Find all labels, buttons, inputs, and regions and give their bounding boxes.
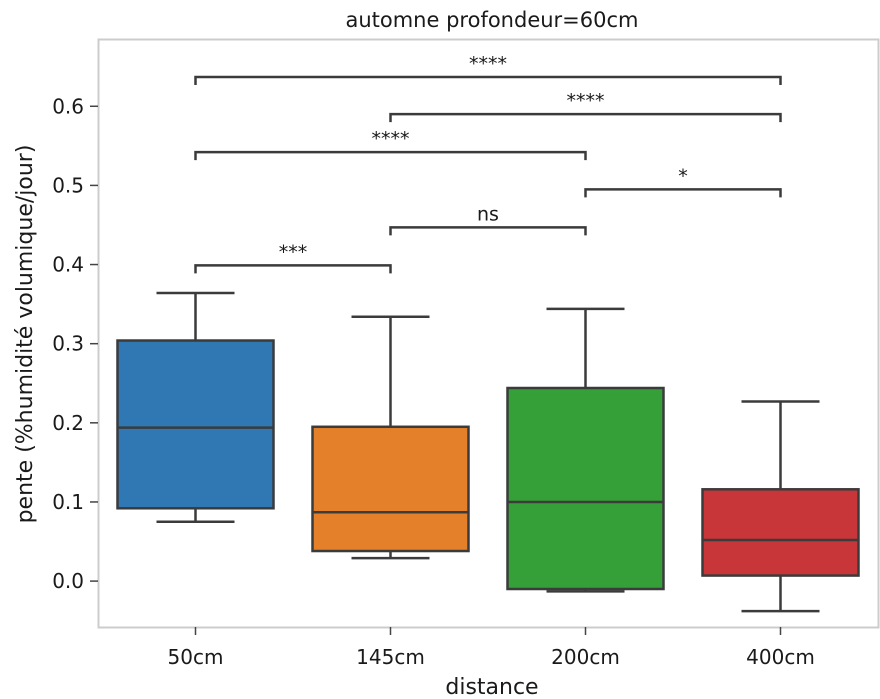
bracket-line — [584, 188, 782, 198]
significance-bracket: **** — [389, 90, 782, 123]
y-tick-label: 0.4 — [52, 253, 84, 277]
significance-layer: ***ns************* — [194, 53, 782, 274]
box-200cm — [506, 307, 665, 593]
boxes-layer — [116, 291, 860, 613]
significance-label: **** — [567, 90, 605, 112]
box-body — [701, 488, 860, 577]
y-tick-label: 0.5 — [52, 173, 84, 197]
bracket-line — [194, 75, 782, 85]
box-body — [116, 339, 275, 510]
bracket-line — [389, 112, 782, 123]
significance-label: * — [678, 165, 688, 187]
significance-bracket: * — [584, 165, 782, 198]
plot-area-frame — [97, 38, 880, 629]
y-tick-label: 0.3 — [52, 332, 84, 356]
y-tick-label: 0.2 — [52, 411, 84, 435]
y-tick-label: 0.0 — [52, 569, 84, 593]
x-tick-label: 200cm — [551, 645, 620, 669]
box-body — [311, 425, 470, 553]
bracket-line — [389, 226, 587, 236]
significance-label: *** — [279, 241, 308, 263]
x-tick-label: 50cm — [168, 645, 224, 669]
significance-bracket: **** — [194, 128, 587, 161]
significance-label: **** — [469, 53, 507, 75]
y-axis-ticks: 0.0 0.1 0.2 0.3 0.4 0.5 0.6 — [52, 94, 98, 593]
x-tick-label: 145cm — [356, 645, 425, 669]
x-tick-label: 400cm — [746, 645, 815, 669]
y-axis-label: pente (%humidité volumique/jour) — [13, 145, 38, 524]
box-body — [506, 386, 665, 591]
significance-label: **** — [372, 128, 410, 150]
significance-label: ns — [477, 203, 499, 225]
box-400cm — [701, 400, 860, 613]
box-50cm — [116, 291, 275, 523]
y-tick-label: 0.1 — [52, 490, 84, 514]
x-axis-label: distance — [445, 675, 538, 699]
box-145cm — [311, 315, 470, 560]
significance-bracket: **** — [194, 53, 782, 85]
bracket-line — [194, 150, 587, 161]
bracket-line — [194, 264, 392, 274]
y-tick-label: 0.6 — [52, 94, 84, 118]
chart-title: automne profondeur=60cm — [345, 8, 638, 32]
significance-bracket: ns — [389, 203, 587, 236]
x-axis-ticks: 50cm 145cm 200cm 400cm — [168, 627, 815, 669]
significance-bracket: *** — [194, 241, 392, 274]
